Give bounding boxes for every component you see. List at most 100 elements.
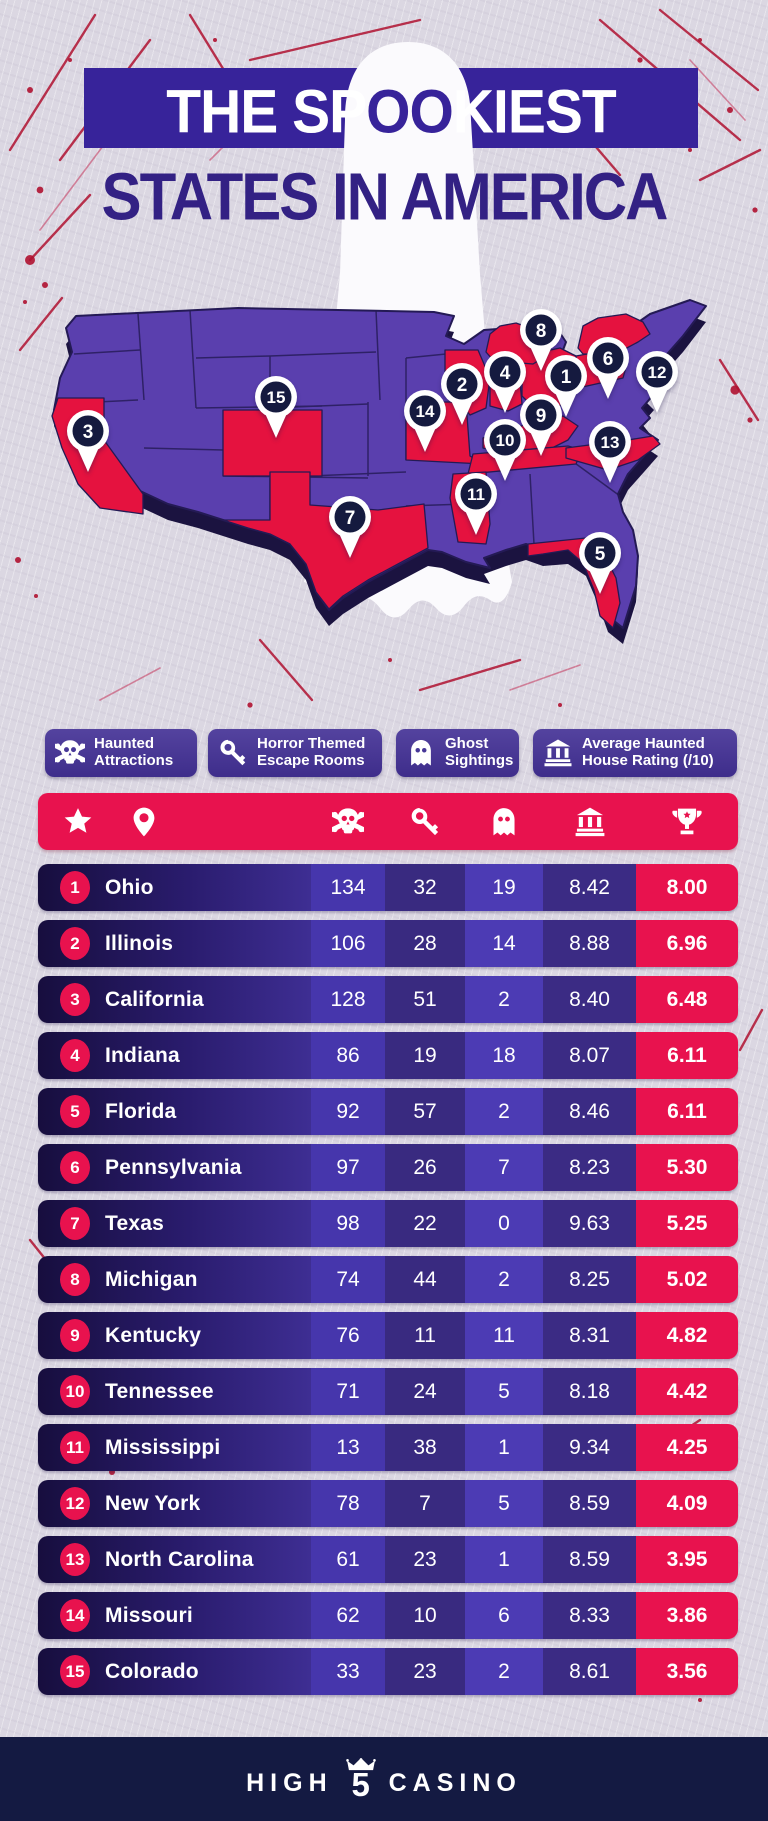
key-icon	[218, 738, 248, 768]
escape-rooms-value: 24	[385, 1368, 465, 1415]
skull-crossbones-icon	[53, 738, 87, 768]
table-row: 4 Indiana 86 19 18 8.07 6.11	[38, 1032, 738, 1079]
table-row: 13 North Carolina 61 23 1 8.59 3.95	[38, 1536, 738, 1583]
haunted-attractions-value: 13	[311, 1424, 385, 1471]
map-pin-mississippi: 11	[454, 473, 498, 537]
header-cell-bank	[543, 793, 636, 850]
star-icon	[62, 806, 94, 838]
legend-card-haunted: Haunted Attractions	[45, 729, 197, 777]
table-row: 5 Florida 92 57 2 8.46 6.11	[38, 1088, 738, 1135]
legend-label: Horror Themed Escape Rooms	[257, 735, 366, 769]
rank-badge: 13	[60, 1543, 90, 1576]
header-cell-rank-state	[38, 793, 311, 850]
haunted-attractions-value: 97	[311, 1144, 385, 1191]
haunted-house-rating-value: 8.40	[543, 976, 636, 1023]
state-name: Pennsylvania	[105, 1155, 242, 1179]
haunted-house-rating-value: 8.25	[543, 1256, 636, 1303]
score-value: 4.09	[636, 1480, 738, 1527]
map-pin-colorado: 15	[254, 376, 298, 440]
escape-rooms-value: 26	[385, 1144, 465, 1191]
escape-rooms-value: 10	[385, 1592, 465, 1639]
escape-rooms-value: 11	[385, 1312, 465, 1359]
svg-text:14: 14	[416, 402, 435, 421]
bank-icon	[543, 738, 573, 768]
haunted-attractions-value: 62	[311, 1592, 385, 1639]
rank-badge: 10	[60, 1375, 90, 1408]
map-pin-california: 3	[66, 410, 110, 474]
table-row: 12 New York 78 7 5 8.59 4.09	[38, 1480, 738, 1527]
rank-badge: 7	[60, 1207, 90, 1240]
ghost-sightings-value: 1	[465, 1424, 543, 1471]
brand-five-block: 5	[345, 1758, 376, 1804]
ghost-sightings-value: 14	[465, 920, 543, 967]
haunted-house-rating-value: 8.46	[543, 1088, 636, 1135]
svg-text:3: 3	[83, 422, 94, 443]
map-pin-missouri: 14	[403, 390, 447, 454]
table-row: 3 California 128 51 2 8.40 6.48	[38, 976, 738, 1023]
state-cell: 11 Mississippi	[38, 1424, 311, 1471]
ghost-sightings-value: 2	[465, 1256, 543, 1303]
escape-rooms-value: 51	[385, 976, 465, 1023]
haunted-house-rating-value: 8.59	[543, 1536, 636, 1583]
svg-text:15: 15	[267, 388, 286, 407]
score-value: 4.25	[636, 1424, 738, 1471]
haunted-house-rating-value: 8.23	[543, 1144, 636, 1191]
haunted-house-rating-value: 9.34	[543, 1424, 636, 1471]
haunted-attractions-value: 33	[311, 1648, 385, 1695]
map-pin-ohio: 1	[544, 355, 588, 419]
ghost-sightings-value: 2	[465, 1648, 543, 1695]
rank-badge: 3	[60, 983, 90, 1016]
haunted-house-rating-value: 8.42	[543, 864, 636, 911]
table-row: 7 Texas 98 22 0 9.63 5.25	[38, 1200, 738, 1247]
state-name: Kentucky	[105, 1323, 202, 1347]
haunted-attractions-value: 128	[311, 976, 385, 1023]
score-value: 3.56	[636, 1648, 738, 1695]
ghost-icon	[406, 738, 436, 768]
map-pin-illinois: 2	[440, 363, 484, 427]
svg-text:8: 8	[536, 321, 547, 342]
haunted-attractions-value: 78	[311, 1480, 385, 1527]
state-name: Missouri	[105, 1603, 193, 1627]
state-name: Michigan	[105, 1267, 198, 1291]
haunted-house-rating-value: 9.63	[543, 1200, 636, 1247]
table-row: 14 Missouri 62 10 6 8.33 3.86	[38, 1592, 738, 1639]
rank-badge: 4	[60, 1039, 90, 1072]
legend-card-ghost: Ghost Sightings	[396, 729, 519, 777]
table-row: 10 Tennessee 71 24 5 8.18 4.42	[38, 1368, 738, 1415]
brand-high: HIGH	[246, 1768, 333, 1797]
table-row: 9 Kentucky 76 11 11 8.31 4.82	[38, 1312, 738, 1359]
state-name: California	[105, 987, 204, 1011]
ghost-sightings-value: 5	[465, 1480, 543, 1527]
table-row: 8 Michigan 74 44 2 8.25 5.02	[38, 1256, 738, 1303]
state-name: New York	[105, 1491, 201, 1515]
svg-text:6: 6	[603, 349, 614, 370]
ghost-sightings-value: 18	[465, 1032, 543, 1079]
haunted-attractions-value: 106	[311, 920, 385, 967]
state-name: Indiana	[105, 1043, 180, 1067]
haunted-house-rating-value: 8.61	[543, 1648, 636, 1695]
legend-label: Haunted Attractions	[94, 735, 174, 769]
map-pin-north-carolina: 13	[588, 421, 632, 485]
state-cell: 7 Texas	[38, 1200, 311, 1247]
state-name: Colorado	[105, 1659, 199, 1683]
brand-five: 5	[351, 1766, 370, 1804]
footer: HIGH 5 CASINO	[0, 1737, 768, 1821]
ghost-icon	[488, 806, 520, 838]
svg-text:7: 7	[345, 508, 356, 529]
state-name: North Carolina	[105, 1547, 254, 1571]
state-cell: 13 North Carolina	[38, 1536, 311, 1583]
legend-card-horror-themed: Horror Themed Escape Rooms	[208, 729, 382, 777]
rank-badge: 12	[60, 1487, 90, 1520]
state-name: Mississippi	[105, 1435, 221, 1459]
rank-badge: 15	[60, 1655, 90, 1688]
score-value: 6.11	[636, 1032, 738, 1079]
state-cell: 1 Ohio	[38, 864, 311, 911]
ghost-sightings-value: 6	[465, 1592, 543, 1639]
header-cell-trophy	[636, 793, 738, 850]
svg-text:9: 9	[536, 406, 547, 427]
state-name: Ohio	[105, 875, 154, 899]
table-row: 2 Illinois 106 28 14 8.88 6.96	[38, 920, 738, 967]
escape-rooms-value: 23	[385, 1536, 465, 1583]
state-cell: 15 Colorado	[38, 1648, 311, 1695]
ghost-sightings-value: 5	[465, 1368, 543, 1415]
